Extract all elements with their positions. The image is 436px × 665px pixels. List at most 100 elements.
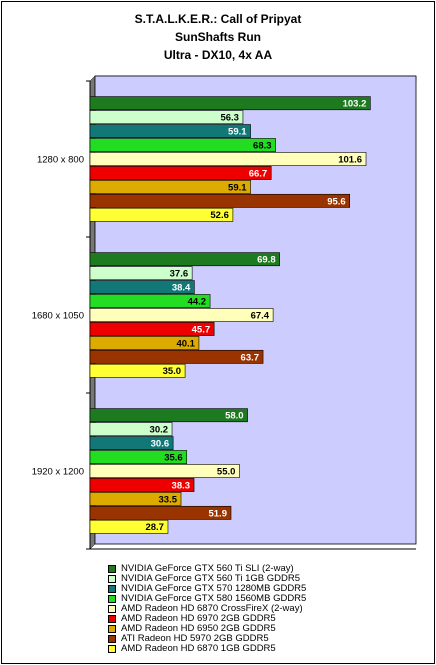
legend-item: NVIDIA GeForce GTX 580 1560MB GDDR5	[108, 594, 306, 604]
data-label: 30.6	[151, 439, 170, 450]
bar	[89, 166, 272, 180]
data-label-bg	[215, 112, 240, 123]
data-label-bg	[245, 309, 271, 321]
data-label: 38.4	[172, 283, 191, 294]
data-label: 33.5	[159, 494, 178, 505]
bar	[89, 408, 248, 423]
legend-swatch	[108, 615, 116, 623]
data-label: 45.7	[192, 324, 211, 335]
data-label-bg	[333, 153, 364, 165]
data-label-bg	[186, 323, 212, 335]
legend-item: AMD Radeon HD 6870 CrossFireX (2-way)	[108, 604, 306, 614]
legend-item: AMD Radeon HD 6870 1GB GDDR5	[108, 644, 306, 654]
data-label-bg	[235, 351, 261, 362]
data-label: 68.3	[253, 140, 272, 151]
bar	[89, 193, 351, 208]
bar	[89, 138, 276, 152]
data-label-bg	[164, 268, 190, 279]
bar	[89, 124, 251, 138]
legend-label: NVIDIA GeForce GTX 570 1280MB GDDR5	[121, 583, 307, 594]
legend-label: NVIDIA GeForce GTX 560 Ti SLI (2-way)	[121, 563, 294, 574]
data-label: 35.6	[164, 452, 183, 463]
bar	[89, 152, 367, 166]
chart-legend: NVIDIA GeForce GTX 560 Ti SLI (2-way) NVI…	[108, 564, 306, 654]
legend-swatch	[108, 595, 116, 603]
chart-title-line-3: Ultra - DX10, 4x AA	[163, 48, 273, 62]
bar	[89, 252, 280, 267]
data-label-bg	[166, 479, 192, 491]
data-label-bg	[248, 139, 273, 151]
data-label: 52.6	[210, 210, 229, 221]
bar	[89, 180, 251, 194]
legend-label: AMD Radeon HD 6870 CrossFireX (2-way)	[121, 603, 303, 614]
data-label-bg	[223, 181, 248, 192]
data-label-bg	[144, 424, 170, 435]
legend-swatch	[108, 635, 116, 643]
data-label: 51.9	[208, 508, 227, 519]
legend-item: AMD Radeon HD 6950 2GB GDDR5	[108, 624, 306, 634]
legend-swatch	[108, 565, 116, 573]
legend-item: NVIDIA GeForce GTX 560 Ti SLI (2-way)	[108, 564, 306, 574]
data-label: 44.2	[188, 296, 207, 307]
legend-label: NVIDIA GeForce GTX 560 Ti 1GB GDDR5	[121, 573, 300, 584]
data-label: 67.4	[251, 310, 270, 321]
data-label-bg	[223, 126, 248, 137]
data-label: 59.1	[228, 127, 247, 138]
data-label-bg	[243, 167, 269, 179]
data-label: 101.6	[338, 154, 362, 165]
data-label: 103.2	[343, 99, 367, 110]
data-label: 55.0	[217, 466, 236, 477]
chart-title: S.T.A.L.K.E.R.: Call of Pripyat SunShaft…	[0, 10, 436, 64]
chart-title-line-2: SunShafts Run	[175, 30, 261, 44]
data-label-bg	[157, 365, 183, 376]
data-label-bg	[171, 337, 196, 348]
bar	[89, 294, 211, 308]
data-label: 37.6	[170, 269, 189, 280]
data-label-bg	[203, 507, 228, 518]
legend-swatch	[108, 575, 116, 583]
data-label-bg	[145, 438, 171, 449]
data-label: 56.3	[220, 113, 239, 124]
bar	[89, 308, 274, 322]
data-label-bg	[140, 521, 165, 532]
legend-item: ATI Radeon HD 5970 2GB GDDR5	[108, 634, 306, 644]
legend-item: NVIDIA GeForce GTX 560 Ti 1GB GDDR5	[108, 574, 306, 584]
legend-swatch	[108, 585, 116, 593]
legend-item: NVIDIA GeForce GTX 570 1280MB GDDR5	[108, 584, 306, 594]
data-label: 35.0	[163, 366, 182, 377]
data-label: 59.1	[228, 182, 247, 193]
data-label: 38.3	[172, 480, 191, 491]
data-label: 28.7	[145, 522, 164, 533]
chart-title-line-1: S.T.A.L.K.E.R.: Call of Pripyat	[134, 12, 302, 26]
bar	[89, 464, 240, 478]
data-label-bg	[212, 465, 237, 477]
legend-label: AMD Radeon HD 6970 2GB GDDR5	[121, 613, 276, 624]
legend-label: AMD Radeon HD 6950 2GB GDDR5	[121, 623, 276, 634]
data-label-bg	[182, 295, 208, 307]
bar	[89, 349, 264, 364]
data-label-bg	[153, 493, 179, 504]
bar	[89, 96, 371, 111]
data-label-bg	[337, 98, 368, 109]
legend-item: AMD Radeon HD 6970 2GB GDDR5	[108, 614, 306, 624]
bar	[89, 322, 215, 336]
bar	[89, 110, 244, 125]
category-label: 1680 x 1050	[32, 311, 84, 322]
data-label: 66.7	[249, 168, 268, 179]
bar	[89, 207, 234, 222]
legend-swatch	[108, 625, 116, 633]
data-label: 40.1	[176, 338, 195, 349]
category-label: 1920 x 1200	[32, 467, 84, 478]
legend-swatch	[108, 605, 116, 613]
legend-label: ATI Radeon HD 5970 2GB GDDR5	[121, 633, 269, 644]
data-label-bg	[166, 282, 192, 293]
legend-swatch	[108, 645, 116, 653]
legend-label: AMD Radeon HD 6870 1GB GDDR5	[121, 643, 276, 654]
category-label: 1280 x 800	[37, 155, 84, 166]
data-label: 63.7	[241, 352, 260, 363]
data-label-bg	[252, 254, 277, 265]
bar	[89, 505, 232, 520]
data-label-bg	[322, 195, 347, 206]
data-label: 95.6	[327, 196, 346, 207]
